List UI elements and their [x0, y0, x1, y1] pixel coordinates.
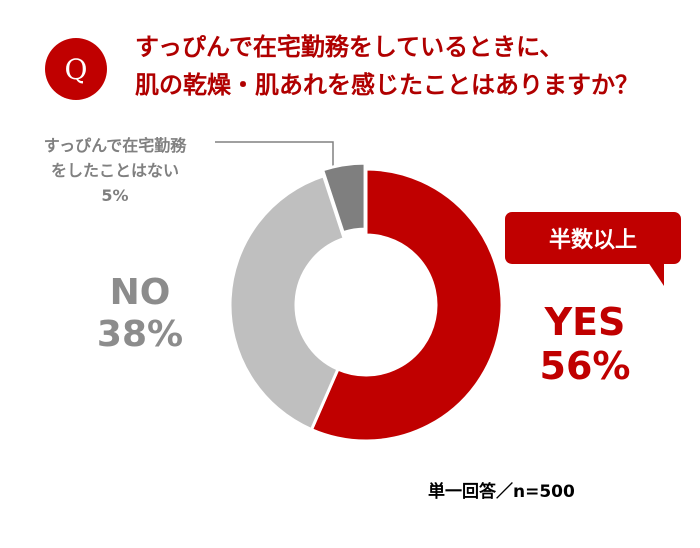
label-never-value: 5%	[101, 186, 129, 205]
sample-note: 単一回答／n=500	[428, 482, 575, 502]
callout-bubble: 半数以上	[505, 212, 681, 264]
label-yes: YES 56%	[525, 300, 645, 388]
slice-1	[228, 173, 347, 432]
label-yes-text: YES	[544, 300, 626, 344]
label-yes-value: 56%	[539, 344, 631, 388]
slice-0	[309, 167, 504, 443]
question-line-2: 肌の乾燥・肌あれを感じたことはありますか？	[135, 71, 639, 99]
label-no-text: NO	[109, 272, 171, 313]
label-never-line2: をしたことはない	[50, 161, 179, 180]
donut-slices	[228, 161, 504, 443]
label-never: すっぴんで在宅勤務 をしたことはない 5%	[30, 133, 200, 208]
label-no: NO 38%	[85, 272, 195, 356]
question-line-1: すっぴんで在宅勤務をしているときに、	[135, 33, 564, 61]
label-no-value: 38%	[96, 314, 184, 355]
leader-line	[215, 141, 334, 172]
callout-tail	[648, 262, 664, 286]
slice-2	[320, 161, 367, 235]
label-never-line1: すっぴんで在宅勤務	[43, 136, 187, 155]
callout-text: 半数以上	[548, 228, 637, 253]
question-title: すっぴんで在宅勤務をしているときに、 肌の乾燥・肌あれを感じたことはありますか？	[135, 28, 639, 104]
question-badge: Q	[45, 38, 107, 100]
badge-label: Q	[64, 52, 88, 86]
